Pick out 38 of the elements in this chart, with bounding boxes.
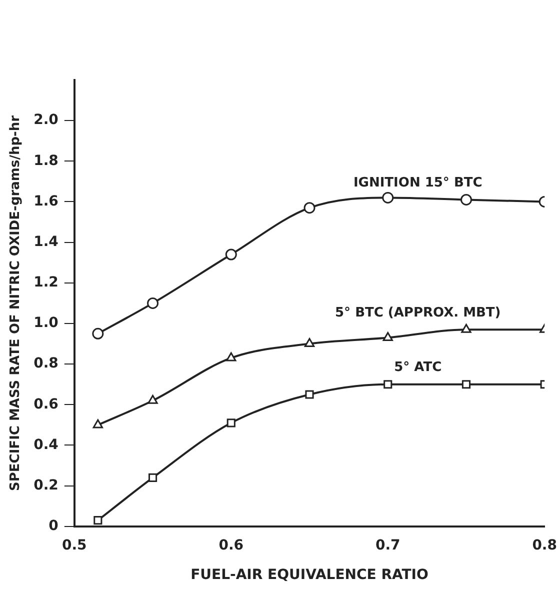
y-tick-label: 1.8 xyxy=(34,152,58,169)
point xyxy=(94,516,102,525)
y-tick-label: 0.4 xyxy=(34,436,59,453)
point xyxy=(304,338,315,348)
point xyxy=(147,297,159,309)
y-tick-label: 0.8 xyxy=(34,356,58,372)
y-tick-label: 2.0 xyxy=(34,112,59,128)
point xyxy=(92,419,103,428)
y-tick-label: 0 xyxy=(48,518,59,534)
point xyxy=(226,352,236,362)
point xyxy=(226,418,236,428)
x-tick-label: 0.8 xyxy=(532,537,558,554)
point xyxy=(462,380,471,389)
y-tick-label: 1.0 xyxy=(34,315,59,332)
y-tick-label: 1.2 xyxy=(34,274,58,291)
series-label: IGNITION 15° BTC xyxy=(353,176,482,191)
point xyxy=(305,390,314,399)
point xyxy=(382,332,393,341)
y-tick-label: 1.4 xyxy=(34,234,59,250)
x-axis-title: FUEL-AIR EQUIVALENCE RATIO xyxy=(190,567,428,584)
x-tick-label: 0.7 xyxy=(375,537,400,554)
x-tick-label: 0.5 xyxy=(62,537,87,554)
x-tick-label: 0.6 xyxy=(218,537,244,554)
series-label: 5° ATC xyxy=(394,360,442,376)
y-tick-label: 0.2 xyxy=(34,477,58,494)
point xyxy=(304,202,316,214)
point xyxy=(148,473,158,482)
point xyxy=(460,194,472,206)
y-tick-label: 0.6 xyxy=(34,396,58,412)
point xyxy=(384,380,392,389)
series-label: 5° BTC (APPROX. MBT) xyxy=(335,305,501,320)
point xyxy=(148,394,158,404)
y-axis-title: SPECIFIC MASS RATE OF NITRIC OXIDE-grams/hp-hr xyxy=(8,114,24,491)
y-tick-label: 1.6 xyxy=(34,193,58,210)
point xyxy=(461,324,472,333)
point xyxy=(92,328,104,340)
point xyxy=(225,248,237,260)
point xyxy=(382,192,394,204)
